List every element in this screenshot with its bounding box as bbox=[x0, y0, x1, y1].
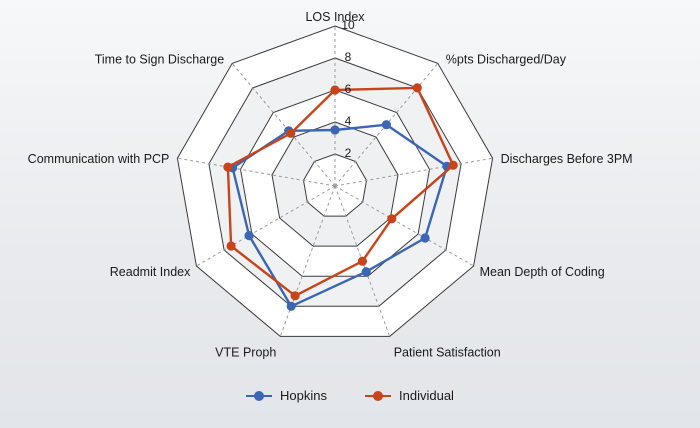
legend-swatch-hopkins bbox=[246, 390, 273, 402]
point-hopkins-los-index[interactable] bbox=[330, 125, 340, 135]
tick-label-10: 10 bbox=[341, 18, 355, 32]
legend-swatch-individual bbox=[365, 390, 392, 402]
spoke-discharges-before-3pm bbox=[334, 157, 493, 187]
point-individual-discharges-before-3pm[interactable] bbox=[448, 160, 458, 170]
grid-ring-4 bbox=[271, 121, 399, 247]
axis-labels: LOS Index %pts Discharged/Day Discharges B… bbox=[28, 10, 633, 359]
grid-ring-8 bbox=[208, 57, 462, 307]
point-hopkins-pts-discharged-day[interactable] bbox=[381, 120, 391, 130]
axis-label-los-index: LOS Index bbox=[305, 10, 365, 24]
spoke-vte-proph bbox=[279, 185, 336, 337]
legend-dot-individual bbox=[373, 390, 384, 401]
tick-label-2: 2 bbox=[345, 146, 352, 160]
grid-rings bbox=[176, 25, 494, 337]
legend-item-hopkins[interactable]: Hopkins bbox=[246, 388, 327, 403]
axis-label-communication-with-pcp: Communication with PCP bbox=[28, 152, 170, 166]
axis-label-readmit-index: Readmit Index bbox=[110, 265, 191, 279]
tick-label-8: 8 bbox=[345, 50, 352, 64]
legend-label-individual: Individual bbox=[399, 388, 454, 403]
series-individual bbox=[223, 83, 458, 301]
axis-label-time-to-sign-discharge: Time to Sign Discharge bbox=[95, 52, 224, 66]
point-hopkins-patient-satisfaction[interactable] bbox=[361, 267, 371, 277]
point-hopkins-vte-proph[interactable] bbox=[286, 301, 296, 311]
grid-ring-10 bbox=[176, 25, 494, 337]
axis-label-pts-discharged-day: %pts Discharged/Day bbox=[446, 52, 567, 66]
point-hopkins-mean-depth-of-coding[interactable] bbox=[420, 233, 430, 243]
axis-label-mean-depth-of-coding: Mean Depth of Coding bbox=[480, 265, 605, 279]
spoke-communication-with-pcp bbox=[177, 157, 336, 187]
spoke-readmit-index bbox=[196, 185, 336, 267]
point-individual-time-to-sign-discharge[interactable] bbox=[286, 128, 296, 138]
point-individual-readmit-index[interactable] bbox=[226, 241, 236, 251]
point-individual-pts-discharged-day[interactable] bbox=[412, 83, 422, 93]
point-hopkins-readmit-index[interactable] bbox=[244, 231, 254, 241]
tick-labels: 2 4 6 8 10 bbox=[341, 18, 355, 160]
legend-item-individual[interactable]: Individual bbox=[365, 388, 454, 403]
point-individual-communication-with-pcp[interactable] bbox=[223, 162, 233, 172]
axis-label-vte-proph: VTE Proph bbox=[215, 345, 276, 359]
tick-label-6: 6 bbox=[345, 82, 352, 96]
tick-label-4: 4 bbox=[345, 114, 352, 128]
legend-label-hopkins: Hopkins bbox=[280, 388, 328, 403]
legend-dot-hopkins bbox=[254, 390, 265, 401]
legend: Hopkins Individual bbox=[0, 388, 700, 403]
series-line-individual bbox=[226, 86, 455, 297]
axis-label-discharges-before-3pm: Discharges Before 3PM bbox=[501, 152, 633, 166]
point-individual-patient-satisfaction[interactable] bbox=[357, 256, 367, 266]
data-series bbox=[223, 83, 458, 311]
point-individual-vte-proph[interactable] bbox=[290, 291, 300, 301]
point-individual-mean-depth-of-coding[interactable] bbox=[387, 214, 397, 224]
spoke-time-to-sign-discharge bbox=[231, 63, 336, 187]
axis-label-patient-satisfaction: Patient Satisfaction bbox=[394, 345, 501, 359]
grid-ring-2 bbox=[302, 153, 368, 217]
spoke-mean-depth-of-coding bbox=[334, 185, 474, 267]
point-individual-los-index[interactable] bbox=[330, 85, 340, 95]
